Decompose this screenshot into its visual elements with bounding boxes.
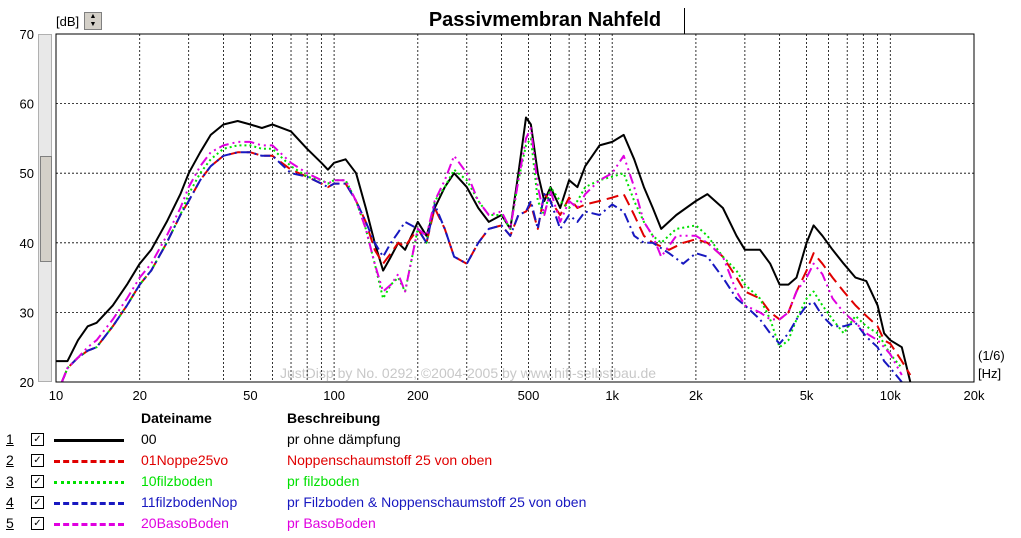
y-tick-label: 40	[20, 236, 34, 251]
legend-line-swatch	[54, 460, 124, 463]
legend-file-name: 01Noppe25vo	[141, 452, 229, 468]
x-tick-label: 1k	[605, 388, 619, 400]
series-line-4	[60, 151, 903, 383]
y-scrollbar-thumb[interactable]	[40, 156, 52, 262]
x-tick-label: 100	[323, 388, 345, 400]
resolution-label: (1/6)	[978, 348, 1005, 363]
y-axis-ticks: 20 30 40 50 60 70	[20, 27, 34, 390]
x-tick-label: 10	[49, 388, 63, 400]
legend-row: 5 ✓ 20BasoBoden pr BasoBoden	[0, 514, 700, 534]
plot-frame	[55, 33, 975, 383]
legend-row: 1 ✓ 00 pr ohne dämpfung	[0, 430, 700, 450]
legend-description: pr filzboden	[287, 473, 360, 489]
legend-header-description: Beschreibung	[287, 410, 381, 426]
legend-description: pr ohne dämpfung	[287, 431, 401, 447]
x-axis-ticks: 10 20 50 100 200 500 1k 2k 5k 10k 20k	[49, 388, 985, 400]
legend-row: 3 ✓ 10filzboden pr filzboden	[0, 472, 700, 492]
legend-index-link[interactable]: 3	[6, 473, 14, 489]
series-line-5	[60, 127, 903, 383]
legend-visibility-checkbox[interactable]: ✓	[31, 433, 44, 446]
y-tick-label: 20	[20, 375, 34, 390]
legend-description: pr BasoBoden	[287, 515, 376, 531]
y-axis-unit-label: [dB]	[56, 14, 79, 29]
legend-line-swatch	[54, 481, 124, 484]
x-tick-label: 10k	[880, 388, 901, 400]
legend-header-file: Dateiname	[141, 410, 212, 426]
legend-visibility-checkbox[interactable]: ✓	[31, 475, 44, 488]
watermark: JustDisp by No. 0292, ©2004-2005 by www.…	[280, 365, 656, 381]
x-tick-label: 20k	[964, 388, 985, 400]
legend-index-link[interactable]: 4	[6, 494, 14, 510]
series-lines	[56, 116, 912, 383]
legend-row: 2 ✓ 01Noppe25vo Noppenschaumstoff 25 von ob…	[0, 451, 700, 471]
legend-visibility-checkbox[interactable]: ✓	[31, 517, 44, 530]
legend-index-link[interactable]: 2	[6, 452, 14, 468]
legend-index-link[interactable]: 5	[6, 515, 14, 531]
legend-visibility-checkbox[interactable]: ✓	[31, 454, 44, 467]
legend-line-swatch	[54, 439, 124, 442]
legend-line-swatch	[54, 502, 124, 505]
legend-file-name: 10filzboden	[141, 473, 213, 489]
x-tick-label: 20	[132, 388, 146, 400]
db-range-spinner[interactable]: ▲ ▼	[84, 12, 102, 30]
x-tick-label: 5k	[800, 388, 814, 400]
legend-visibility-checkbox[interactable]: ✓	[31, 496, 44, 509]
legend-description: Noppenschaumstoff 25 von oben	[287, 452, 493, 468]
legend-file-name: 00	[141, 431, 157, 447]
frequency-response-chart: Passivmembran Nahfeld [dB] (1/6) [Hz] Ju…	[20, 9, 1005, 400]
legend-row: 4 ✓ 11filzbodenNop pr Filzboden & Noppensch…	[0, 493, 700, 513]
x-axis-unit-label: [Hz]	[978, 366, 1001, 381]
legend-line-swatch	[54, 523, 124, 526]
y-tick-label: 70	[20, 27, 34, 42]
y-scrollbar[interactable]	[38, 34, 52, 382]
x-tick-label: 500	[518, 388, 540, 400]
y-tick-label: 30	[20, 305, 34, 320]
legend-file-name: 20BasoBoden	[141, 515, 229, 531]
chart-title: Passivmembran Nahfeld	[429, 9, 661, 31]
x-tick-label: 50	[243, 388, 257, 400]
series-line-3	[60, 137, 903, 383]
x-tick-label: 200	[407, 388, 429, 400]
legend-description: pr Filzboden & Noppenschaumstoff 25 von …	[287, 494, 587, 510]
legend-file-name: 11filzbodenNop	[141, 494, 238, 510]
y-tick-label: 50	[20, 166, 34, 181]
text-caret	[684, 8, 685, 34]
grid	[56, 34, 974, 382]
series-line-1	[56, 116, 912, 383]
legend-index-link[interactable]: 1	[6, 431, 14, 447]
x-tick-label: 2k	[689, 388, 703, 400]
y-tick-label: 60	[20, 97, 34, 112]
